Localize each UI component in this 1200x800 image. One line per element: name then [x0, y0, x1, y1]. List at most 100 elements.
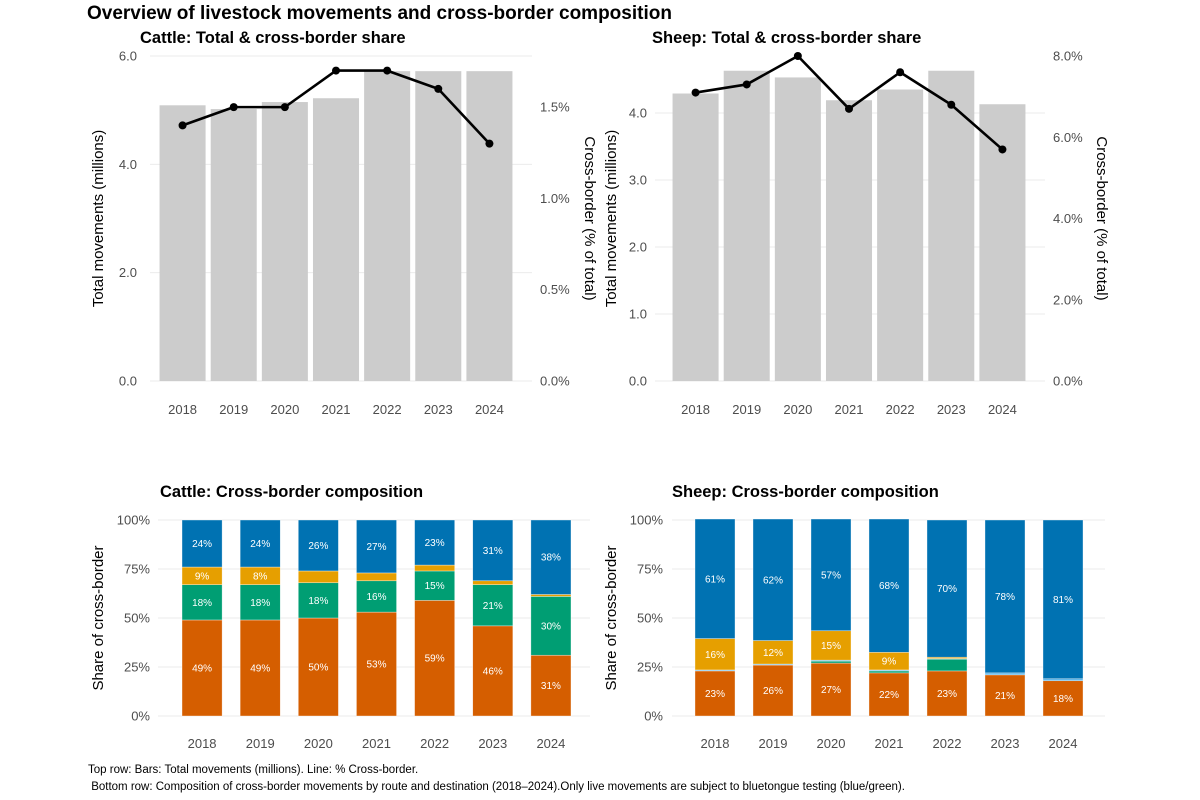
cattle-composition-segment-green-2019 — [239, 584, 281, 621]
sheep-composition-x-tick-label: 2022 — [933, 736, 962, 751]
sheep-composition-segment-green-2022 — [926, 658, 968, 672]
cattle-composition-segment-green-2022 — [414, 570, 456, 601]
sheep-composition-segment-label: 23% — [937, 689, 957, 700]
sheep-composition-y-axis-title: Share of cross-border — [603, 545, 620, 690]
sheep-total-y2-tick-label: 0.0% — [1053, 374, 1083, 389]
sheep-total-y-tick-label: 4.0 — [629, 105, 647, 120]
cattle-composition-y-axis-title: Share of cross-border — [90, 545, 107, 690]
cattle-total-y2-tick-label: 1.5% — [540, 100, 570, 115]
sheep-composition-segment-label: 61% — [705, 574, 725, 585]
sheep-composition-segment-label: 18% — [1053, 694, 1073, 705]
cattle-total-bar-2019 — [210, 109, 257, 381]
sheep-composition-segment-orange-2023 — [984, 674, 1026, 717]
cattle-composition-y-tick-label: 100% — [117, 513, 151, 528]
cattle-composition-y-tick-label: 0% — [131, 709, 150, 724]
cattle-composition-segment-blue-2021 — [356, 519, 397, 574]
sheep-composition-segment-label: 70% — [937, 584, 957, 595]
cattle-total-x-tick-label: 2022 — [373, 402, 402, 417]
cattle-composition-segment-green-2018 — [181, 584, 223, 621]
sheep-composition-segment-orange-2024 — [1042, 680, 1084, 717]
cattle-composition-segment-blue-2024 — [530, 519, 572, 595]
cattle-composition-segment-label: 15% — [425, 581, 445, 592]
sheep-total-bar-2023 — [928, 70, 975, 381]
cattle-composition-segment-label: 21% — [483, 601, 503, 612]
sheep-total-y2-tick-label: 4.0% — [1053, 211, 1083, 226]
sheep-total-line-point-2020 — [793, 52, 802, 60]
sheep-total-y-axis-title: Total movements (millions) — [603, 130, 620, 308]
cattle-composition-segment-yellow-2023 — [472, 580, 514, 585]
sheep-composition-segment-orange-2020 — [810, 662, 852, 717]
cattle-total-y-tick-label: 0.0 — [119, 374, 137, 389]
sheep-composition-segment-label: 12% — [763, 648, 783, 659]
sheep-composition-title: Sheep: Cross-border composition — [672, 483, 939, 501]
sheep-composition-segment-blue-2018 — [694, 518, 736, 639]
sheep-total-line-point-2019 — [742, 80, 751, 89]
sheep-composition-y-tick-label: 100% — [630, 513, 664, 528]
sheep-composition-x-tick-label: 2023 — [991, 736, 1020, 751]
cattle-total-line-point-2023 — [434, 84, 443, 93]
sheep-total-bar-2019 — [723, 70, 770, 381]
cattle-composition-x-tick-label: 2022 — [420, 736, 449, 751]
cattle-composition-segment-orange-2019 — [239, 619, 281, 717]
cattle-total-y2-tick-label: 1.0% — [540, 191, 570, 206]
cattle-composition-segment-orange-2023 — [472, 625, 514, 717]
cattle-composition-segment-label: 53% — [366, 660, 386, 671]
sheep-composition-segment-label: 22% — [879, 690, 899, 701]
sheep-composition-x-tick-label: 2019 — [759, 736, 788, 751]
cattle-composition-segment-label: 49% — [250, 663, 270, 674]
sheep-composition-segment-yellow-2020 — [810, 630, 852, 661]
cattle-total-line-point-2018 — [178, 121, 187, 130]
cattle-total-y-tick-label: 6.0 — [119, 49, 137, 64]
cattle-composition-segment-orange-2024 — [530, 654, 572, 717]
cattle-total-bar-2018 — [159, 105, 206, 382]
cattle-total-line-point-2019 — [229, 103, 238, 112]
sheep-total-x-tick-label: 2019 — [732, 402, 761, 417]
cattle-composition-segment-label: 59% — [425, 654, 445, 665]
cattle-total-y-axis-title: Total movements (millions) — [90, 130, 107, 308]
cattle-composition-segment-yellow-2022 — [414, 564, 456, 572]
sheep-composition-segment-orange-2022 — [926, 670, 968, 717]
cattle-composition-y-tick-label: 75% — [124, 562, 150, 577]
cattle-composition-segment-blue-2023 — [472, 519, 514, 582]
sheep-total-line-point-2024 — [998, 145, 1007, 154]
sheep-total-bar-2021 — [825, 100, 873, 381]
cattle-composition-segment-orange-2022 — [414, 600, 456, 717]
cattle-composition-x-tick-label: 2019 — [246, 736, 275, 751]
cattle-composition-segment-label: 24% — [250, 539, 270, 550]
sheep-composition-segment-orange-2019 — [752, 664, 794, 717]
sheep-composition-segment-label: 62% — [763, 575, 783, 586]
cattle-total-y-tick-label: 4.0 — [119, 157, 137, 172]
sheep-composition-segment-label: 81% — [1053, 595, 1073, 606]
cattle-composition-segment-blue-2020 — [297, 519, 339, 572]
sheep-total-x-tick-label: 2020 — [783, 402, 812, 417]
sheep-total-line-point-2022 — [896, 68, 905, 77]
cattle-composition-y-tick-label: 50% — [124, 611, 150, 626]
sheep-total-line-point-2018 — [691, 88, 700, 97]
sheep-composition-segment-blue-2020 — [810, 518, 852, 632]
sheep-composition-segment-label: 21% — [995, 691, 1015, 702]
cattle-composition-segment-label: 24% — [192, 539, 212, 550]
cattle-composition-segment-orange-2018 — [181, 619, 223, 717]
cattle-composition-segment-label: 26% — [308, 541, 328, 552]
sheep-composition-x-tick-label: 2024 — [1049, 736, 1078, 751]
cattle-total-bar-2024 — [466, 71, 513, 382]
sheep-total-y2-tick-label: 8.0% — [1053, 49, 1083, 64]
sheep-total-x-tick-label: 2021 — [835, 402, 864, 417]
sheep-composition-segment-label: 27% — [821, 685, 841, 696]
sheep-composition-x-tick-label: 2021 — [875, 736, 904, 751]
cattle-composition-segment-label: 38% — [541, 553, 561, 564]
cattle-total-x-tick-label: 2021 — [322, 402, 351, 417]
sheep-total-x-tick-label: 2024 — [988, 402, 1017, 417]
cattle-composition-segment-label: 16% — [366, 592, 386, 603]
cattle-composition-x-tick-label: 2023 — [478, 736, 507, 751]
cattle-total-x-tick-label: 2020 — [270, 402, 299, 417]
cattle-composition-x-tick-label: 2018 — [188, 736, 217, 751]
cattle-composition-segment-label: 49% — [192, 663, 212, 674]
sheep-composition-segment-label: 23% — [705, 689, 725, 700]
cattle-composition-segment-label: 8% — [253, 571, 268, 582]
sheep-composition-y-tick-label: 50% — [637, 611, 663, 626]
cattle-total-bar-2021 — [312, 98, 360, 381]
cattle-total-line-point-2024 — [485, 139, 494, 148]
cattle-composition-segment-orange-2020 — [297, 617, 339, 717]
